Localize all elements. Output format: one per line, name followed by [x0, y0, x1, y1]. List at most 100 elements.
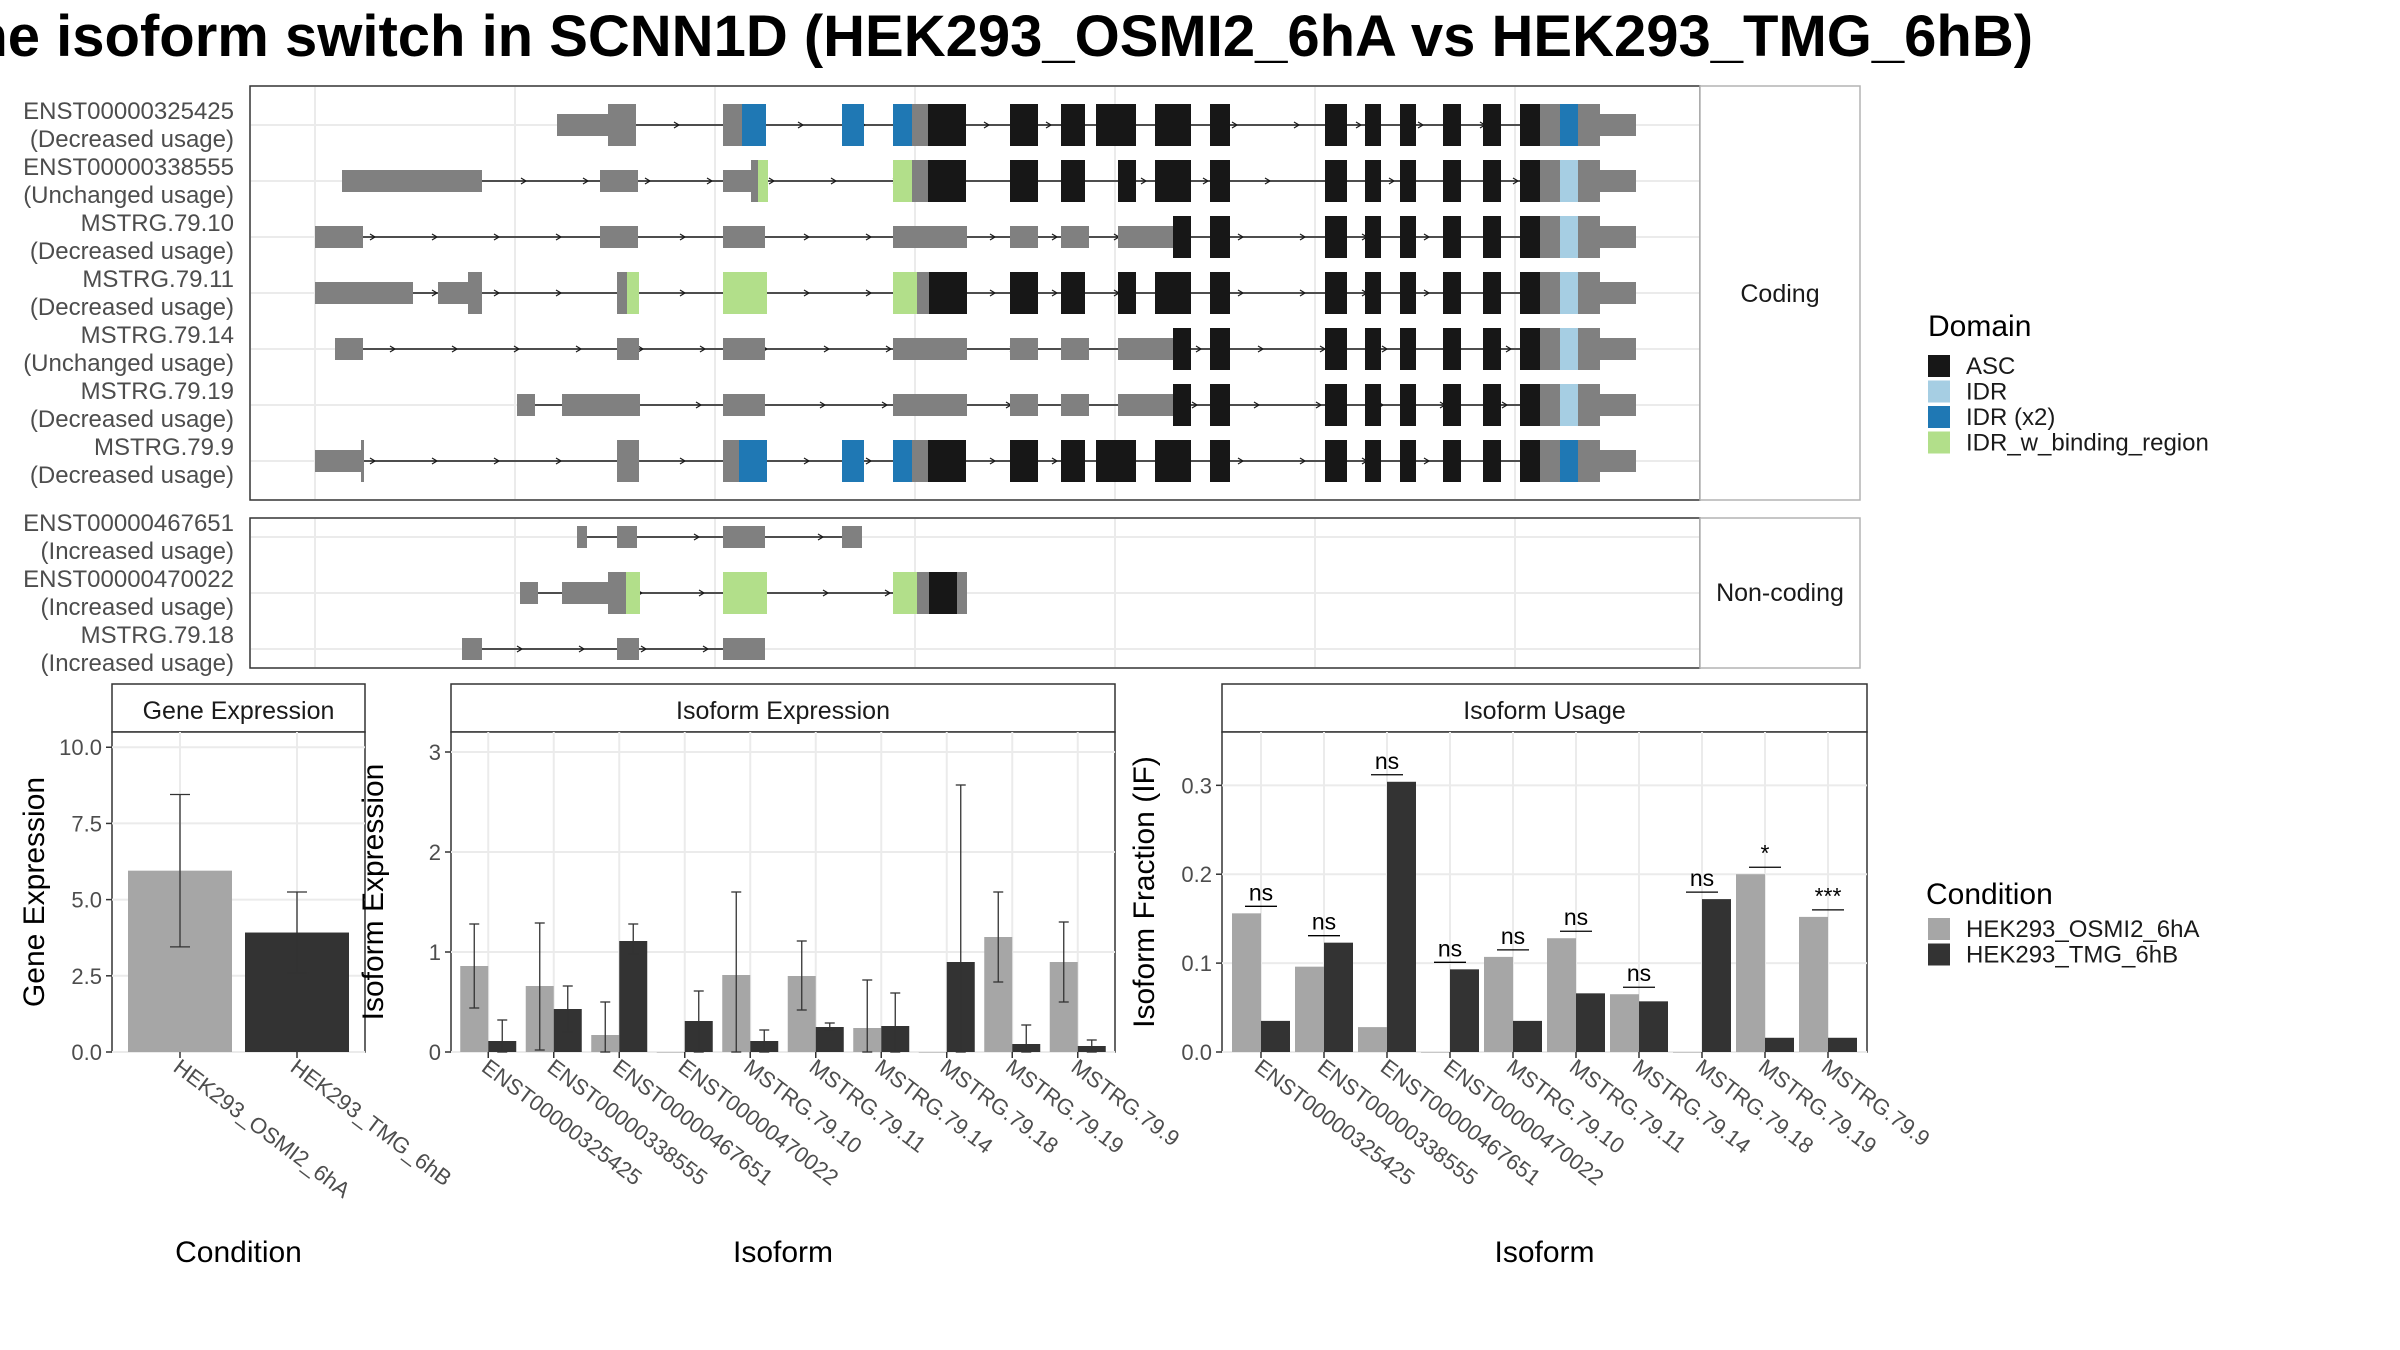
strand-arrow [1423, 233, 1431, 241]
strand-arrow [989, 457, 997, 465]
asc-domain-exon [1443, 160, 1461, 202]
asc-domain-exon [1010, 272, 1038, 314]
strand-arrow [768, 177, 776, 185]
domain-exon [1560, 272, 1578, 314]
strand-arrow [865, 233, 873, 241]
domain-exon [627, 272, 639, 314]
domain-exon [893, 160, 913, 202]
exon [723, 170, 751, 192]
asc-domain-exon [1210, 328, 1230, 370]
strand-arrow [803, 457, 811, 465]
bar [1610, 994, 1639, 1052]
strand-arrow [1512, 177, 1520, 185]
asc-domain-exon [1365, 440, 1381, 482]
strand-arrow [637, 345, 645, 353]
strand-arrow [699, 345, 707, 353]
strand-arrow [865, 289, 873, 297]
y-tick-label: 0.1 [1181, 951, 1212, 976]
asc-domain-exon [1210, 272, 1230, 314]
strand-arrow [693, 533, 701, 541]
bar [815, 1027, 844, 1052]
domain-exon [1560, 216, 1578, 258]
exon [723, 394, 765, 416]
coding-exon [1578, 216, 1600, 258]
legend-key [1928, 406, 1950, 428]
coding-exon [1578, 160, 1600, 202]
strand-arrow [797, 121, 805, 129]
transcript-usage: (Decreased usage) [30, 126, 234, 153]
bar [656, 1052, 685, 1053]
bar [1765, 1037, 1794, 1052]
bar [1547, 938, 1576, 1052]
strand-arrow [493, 457, 501, 465]
y-tick-label: 7.5 [71, 811, 102, 836]
exon [438, 282, 468, 304]
strand-arrow [431, 457, 439, 465]
asc-domain-exon [1443, 104, 1461, 146]
exon [600, 226, 638, 248]
strand-arrow [885, 345, 893, 353]
bar [1576, 993, 1605, 1052]
asc-domain-exon [1118, 160, 1136, 202]
domain-exon [739, 440, 767, 482]
asc-domain-exon [1520, 384, 1540, 426]
transcript-usage: (Unchanged usage) [23, 182, 234, 209]
y-tick-label: 0 [429, 1040, 441, 1065]
y-tick-label: 1 [429, 940, 441, 965]
coding-strip-label: Coding [1740, 280, 1819, 308]
asc-domain-exon [1210, 104, 1230, 146]
domain-legend-title: Domain [1928, 310, 2031, 343]
domain-exon [1560, 104, 1578, 146]
significance-label: ns [1249, 879, 1273, 905]
bar [1702, 899, 1731, 1052]
coding-exon [1540, 160, 1560, 202]
strand-arrow [493, 289, 501, 297]
legend-key [1928, 355, 1950, 377]
exon [462, 638, 482, 660]
strand-arrow [1315, 401, 1323, 409]
coding-exon [1578, 104, 1600, 146]
asc-domain-exon [1443, 272, 1461, 314]
coding-exon [917, 272, 929, 314]
domain-exon [893, 104, 913, 146]
exon [617, 638, 639, 660]
transcript-usage: (Decreased usage) [30, 406, 234, 433]
legend-label: IDR (x2) [1966, 404, 2055, 431]
panel-strip [111, 683, 366, 733]
exon [315, 450, 361, 472]
transcript-usage: (Increased usage) [41, 538, 234, 565]
y-axis-title: Gene Expression [18, 777, 51, 1007]
strand-arrow [983, 121, 991, 129]
exon [617, 338, 639, 360]
bar [1484, 956, 1513, 1052]
significance-label: ns [1438, 935, 1462, 961]
asc-domain-exon [1118, 104, 1136, 146]
bar [1736, 874, 1765, 1052]
strand-arrow [706, 177, 714, 185]
strand-arrow [1293, 121, 1301, 129]
exon [562, 582, 608, 604]
significance-label: ns [1375, 748, 1399, 774]
strand-arrow [1501, 401, 1509, 409]
exon [723, 338, 765, 360]
coding-exon [1578, 272, 1600, 314]
transcript-name: MSTRG.79.18 [81, 622, 234, 649]
condition-legend-title: Condition [1926, 878, 2053, 911]
exon [723, 638, 765, 660]
significance-label: * [1761, 840, 1770, 866]
y-tick-label: 2 [429, 840, 441, 865]
asc-domain-exon [928, 160, 966, 202]
bar [1639, 1001, 1668, 1052]
domain-exon [1560, 440, 1578, 482]
strand-arrow [582, 177, 590, 185]
asc-domain-exon [1520, 216, 1540, 258]
asc-domain-exon [1173, 384, 1191, 426]
strand-arrow [1417, 121, 1425, 129]
strand-arrow [881, 401, 889, 409]
asc-domain-exon [1520, 440, 1540, 482]
exon [315, 282, 413, 304]
asc-domain-exon [1400, 440, 1416, 482]
asc-domain-exon [1118, 272, 1136, 314]
exon [1600, 226, 1636, 248]
